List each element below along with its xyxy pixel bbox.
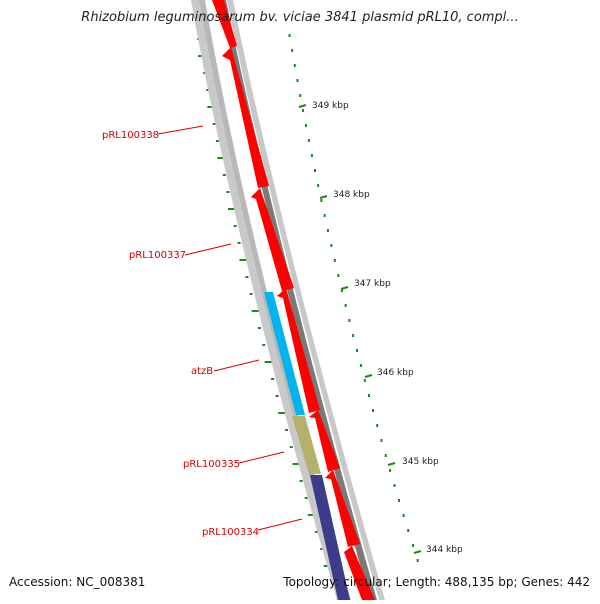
- skew-dot: [320, 548, 324, 550]
- skew-dot: [262, 344, 266, 346]
- scale-dot: [402, 514, 405, 517]
- skew-dot: [226, 191, 230, 193]
- scale-dot: [367, 394, 370, 397]
- tick-label: 347 kbp: [354, 279, 391, 289]
- skew-dot: [257, 327, 261, 329]
- skew-dot: [284, 429, 288, 431]
- skew-dot: [237, 242, 241, 244]
- scale-dot: [333, 259, 336, 262]
- scale-dot: [326, 229, 329, 232]
- skew-dot: [304, 497, 308, 499]
- scale-dot: [384, 454, 387, 457]
- scale-dot: [355, 349, 358, 352]
- scale-dot: [304, 124, 307, 127]
- cds-arrow[interactable]: [277, 288, 320, 413]
- cds-arrow[interactable]: [325, 470, 360, 547]
- scale-dot: [296, 79, 299, 82]
- skew-dot: [307, 514, 315, 516]
- skew-dot: [245, 276, 249, 278]
- scale-dot: [299, 94, 302, 97]
- backbone-band-inner: [199, 0, 351, 600]
- scale-dot: [352, 334, 355, 337]
- cds-arrow[interactable]: [251, 188, 294, 291]
- skew-dot: [228, 208, 236, 210]
- scale-dot: [293, 64, 296, 67]
- scale-dot: [359, 364, 362, 367]
- kbp-tick-labels: 349 kbp 348 kbp 347 kbp 346 kbp 345 kbp …: [298, 101, 463, 555]
- skew-dot: [207, 106, 215, 108]
- backbone-band: [191, 0, 345, 600]
- outer-track-light: [227, 0, 385, 600]
- scale-dot: [310, 154, 313, 157]
- tick-label: 349 kbp: [312, 101, 349, 111]
- skew-dot: [251, 310, 259, 312]
- gene-segment-pRL100334[interactable]: [310, 475, 350, 600]
- gene-label-atzB[interactable]: atzB: [191, 366, 213, 377]
- scale-dot: [320, 199, 323, 202]
- topology-summary: Topology: circular; Length: 488,135 bp; …: [283, 575, 590, 589]
- gene-segment-pRL100335[interactable]: [292, 416, 321, 474]
- skew-dot: [203, 72, 207, 74]
- scale-dot: [307, 139, 310, 142]
- accession-text: Accession: NC_008381: [9, 575, 146, 589]
- gene-label-pRL100334[interactable]: pRL100334: [202, 527, 259, 538]
- gene-labels: pRL100338 pRL100337 atzB pRL100335 pRL10…: [102, 125, 303, 538]
- scale-dot: [376, 424, 379, 427]
- skew-dot: [292, 463, 300, 465]
- scale-dot: [313, 169, 316, 172]
- skew-dot: [206, 89, 210, 91]
- skew-dot: [271, 378, 275, 380]
- skew-dot: [289, 446, 293, 448]
- scale-dot: [348, 319, 351, 322]
- tick-label: 346 kbp: [377, 368, 414, 378]
- cds-arrow[interactable]: [222, 47, 269, 188]
- gene-label-pRL100335[interactable]: pRL100335: [183, 459, 240, 470]
- tick-label: 345 kbp: [402, 457, 439, 467]
- scale-dot: [317, 184, 320, 187]
- skew-dot: [249, 293, 253, 295]
- scale-dot: [340, 289, 343, 292]
- scale-dot: [323, 214, 326, 217]
- skew-dot: [275, 395, 279, 397]
- scale-dot: [337, 274, 340, 277]
- forward-cds-track[interactable]: [212, 0, 375, 600]
- scale-dot: [302, 109, 305, 112]
- scale-dot: [393, 484, 396, 487]
- scale-dot: [344, 304, 347, 307]
- scale-dot: [416, 559, 419, 562]
- cds-arrow[interactable]: [344, 546, 375, 600]
- gene-label-pRL100338[interactable]: pRL100338: [102, 130, 159, 141]
- cds-arrow[interactable]: [309, 410, 340, 472]
- skew-dot: [299, 480, 303, 482]
- scale-dot: [372, 409, 375, 412]
- scale-ruler: [288, 34, 419, 562]
- scale-dot: [363, 379, 366, 382]
- skew-dot: [217, 157, 225, 159]
- scale-dot: [288, 34, 291, 37]
- scale-dot: [411, 544, 414, 547]
- gene-segment-atzB[interactable]: [264, 292, 305, 415]
- tick-label: 348 kbp: [333, 190, 370, 200]
- skew-dot: [215, 140, 219, 142]
- skew-dot: [239, 259, 247, 261]
- scale-dot: [407, 529, 410, 532]
- skew-dot: [278, 412, 286, 414]
- scale-dot: [389, 469, 392, 472]
- skew-dot: [233, 225, 237, 227]
- map-title: Rhizobium leguminosarum bv. viciae 3841 …: [81, 10, 519, 25]
- scale-dot: [291, 49, 294, 52]
- gene-label-pRL100337[interactable]: pRL100337: [129, 250, 186, 261]
- skew-dot: [212, 123, 216, 125]
- cds-arrow[interactable]: [212, 0, 237, 48]
- skew-dot: [315, 531, 319, 533]
- tick-label: 344 kbp: [426, 545, 463, 555]
- scale-dot: [330, 244, 333, 247]
- scale-dot: [380, 439, 383, 442]
- outer-track: [220, 0, 377, 600]
- scale-dot: [398, 499, 401, 502]
- skew-dot: [222, 174, 226, 176]
- skew-dot: [264, 361, 272, 363]
